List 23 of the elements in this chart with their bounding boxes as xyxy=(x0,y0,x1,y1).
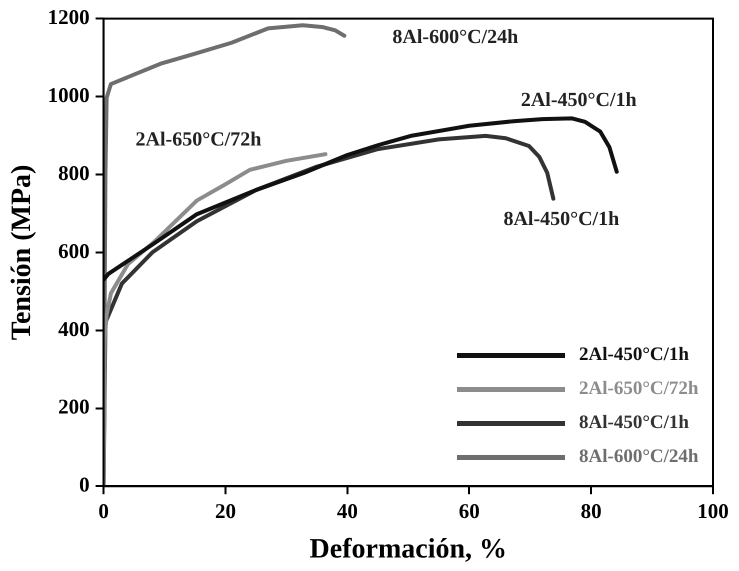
y-tick-label: 400 xyxy=(58,316,90,341)
y-tick-label: 200 xyxy=(58,394,90,419)
x-tick-label: 100 xyxy=(697,499,729,524)
annotation: 2Al-450°C/1h xyxy=(520,88,637,111)
x-tick-label: 80 xyxy=(580,499,602,524)
y-tick-label: 1000 xyxy=(48,82,90,107)
x-tick-label: 0 xyxy=(98,499,109,524)
annotation: 8Al-450°C/1h xyxy=(503,208,620,230)
y-tick-label: 1200 xyxy=(48,5,90,30)
y-tick-label: 600 xyxy=(58,238,90,263)
y-tick-label: 0 xyxy=(79,472,90,497)
annotation: 2Al-650°C/72h xyxy=(136,128,262,150)
y-axis-title: Tensión (MPa) xyxy=(6,164,38,340)
x-tick-label: 60 xyxy=(458,499,480,524)
text: 2Al-450°C/1h xyxy=(579,344,689,366)
text: 8Al-600°C/24h xyxy=(579,446,698,468)
x-tick-label: 20 xyxy=(214,499,236,524)
x-tick-label: 40 xyxy=(336,499,358,524)
annotation: 8Al-600°C/24h xyxy=(392,26,518,48)
text: 2Al-650°C/72h xyxy=(579,378,698,400)
text: 8Al-450°C/1h xyxy=(579,412,689,434)
y-tick-label: 800 xyxy=(58,160,90,185)
x-axis-title: Deformación, % xyxy=(310,533,508,564)
